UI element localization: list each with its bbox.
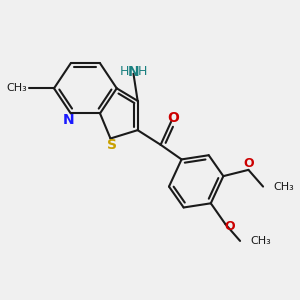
Text: CH₃: CH₃: [250, 236, 271, 246]
Text: CH₃: CH₃: [274, 182, 294, 192]
Text: O: O: [167, 111, 179, 124]
Text: CH₃: CH₃: [6, 83, 27, 93]
Text: O: O: [224, 220, 235, 233]
Text: N: N: [128, 64, 139, 79]
Text: S: S: [106, 138, 116, 152]
Text: H: H: [138, 65, 148, 78]
Text: O: O: [243, 157, 254, 170]
Text: H: H: [119, 65, 129, 78]
Text: N: N: [63, 113, 74, 127]
